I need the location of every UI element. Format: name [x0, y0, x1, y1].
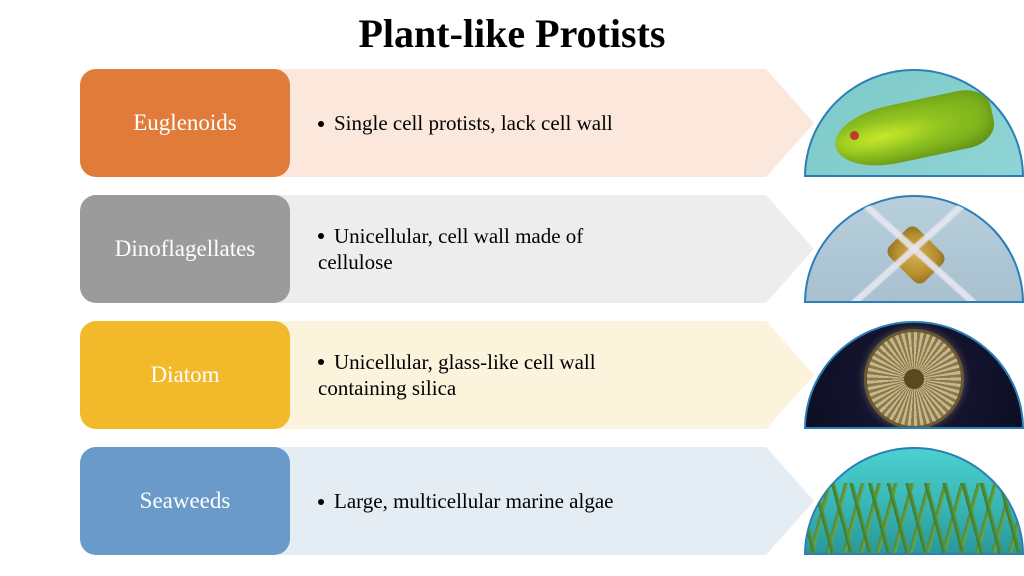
arrow-body-seaweeds: Large, multicellular marine algae — [278, 447, 766, 555]
bullet-icon — [318, 233, 324, 239]
bullet-icon — [318, 359, 324, 365]
bullet-icon — [318, 499, 324, 505]
row-seaweeds: Seaweeds Large, multicellular marine alg… — [80, 447, 1024, 555]
row-diatom: Diatom Unicellular, glass-like cell wall… — [80, 321, 1024, 429]
label-seaweeds: Seaweeds — [80, 447, 290, 555]
seaweed-image — [804, 447, 1024, 555]
row-dinoflagellates: Dinoflagellates Unicellular, cell wall m… — [80, 195, 1024, 303]
label-euglenoids: Euglenoids — [80, 69, 290, 177]
label-dinoflagellates: Dinoflagellates — [80, 195, 290, 303]
diatom-image — [804, 321, 1024, 429]
label-diatom: Diatom — [80, 321, 290, 429]
arrow-body-euglenoids: Single cell protists, lack cell wall — [278, 69, 766, 177]
desc-euglenoids: Single cell protists, lack cell wall — [318, 110, 613, 136]
desc-diatom: Unicellular, glass-like cell wall contai… — [318, 349, 648, 402]
bullet-icon — [318, 121, 324, 127]
protist-rows: Euglenoids Single cell protists, lack ce… — [0, 69, 1024, 555]
arrow-body-diatom: Unicellular, glass-like cell wall contai… — [278, 321, 766, 429]
desc-seaweeds: Large, multicellular marine algae — [318, 488, 613, 514]
desc-dinoflagellates: Unicellular, cell wall made of cellulose — [318, 223, 648, 276]
dinoflagellate-image — [804, 195, 1024, 303]
euglena-image — [804, 69, 1024, 177]
row-euglenoids: Euglenoids Single cell protists, lack ce… — [80, 69, 1024, 177]
page-title: Plant-like Protists — [0, 0, 1024, 69]
arrow-body-dinoflagellates: Unicellular, cell wall made of cellulose — [278, 195, 766, 303]
